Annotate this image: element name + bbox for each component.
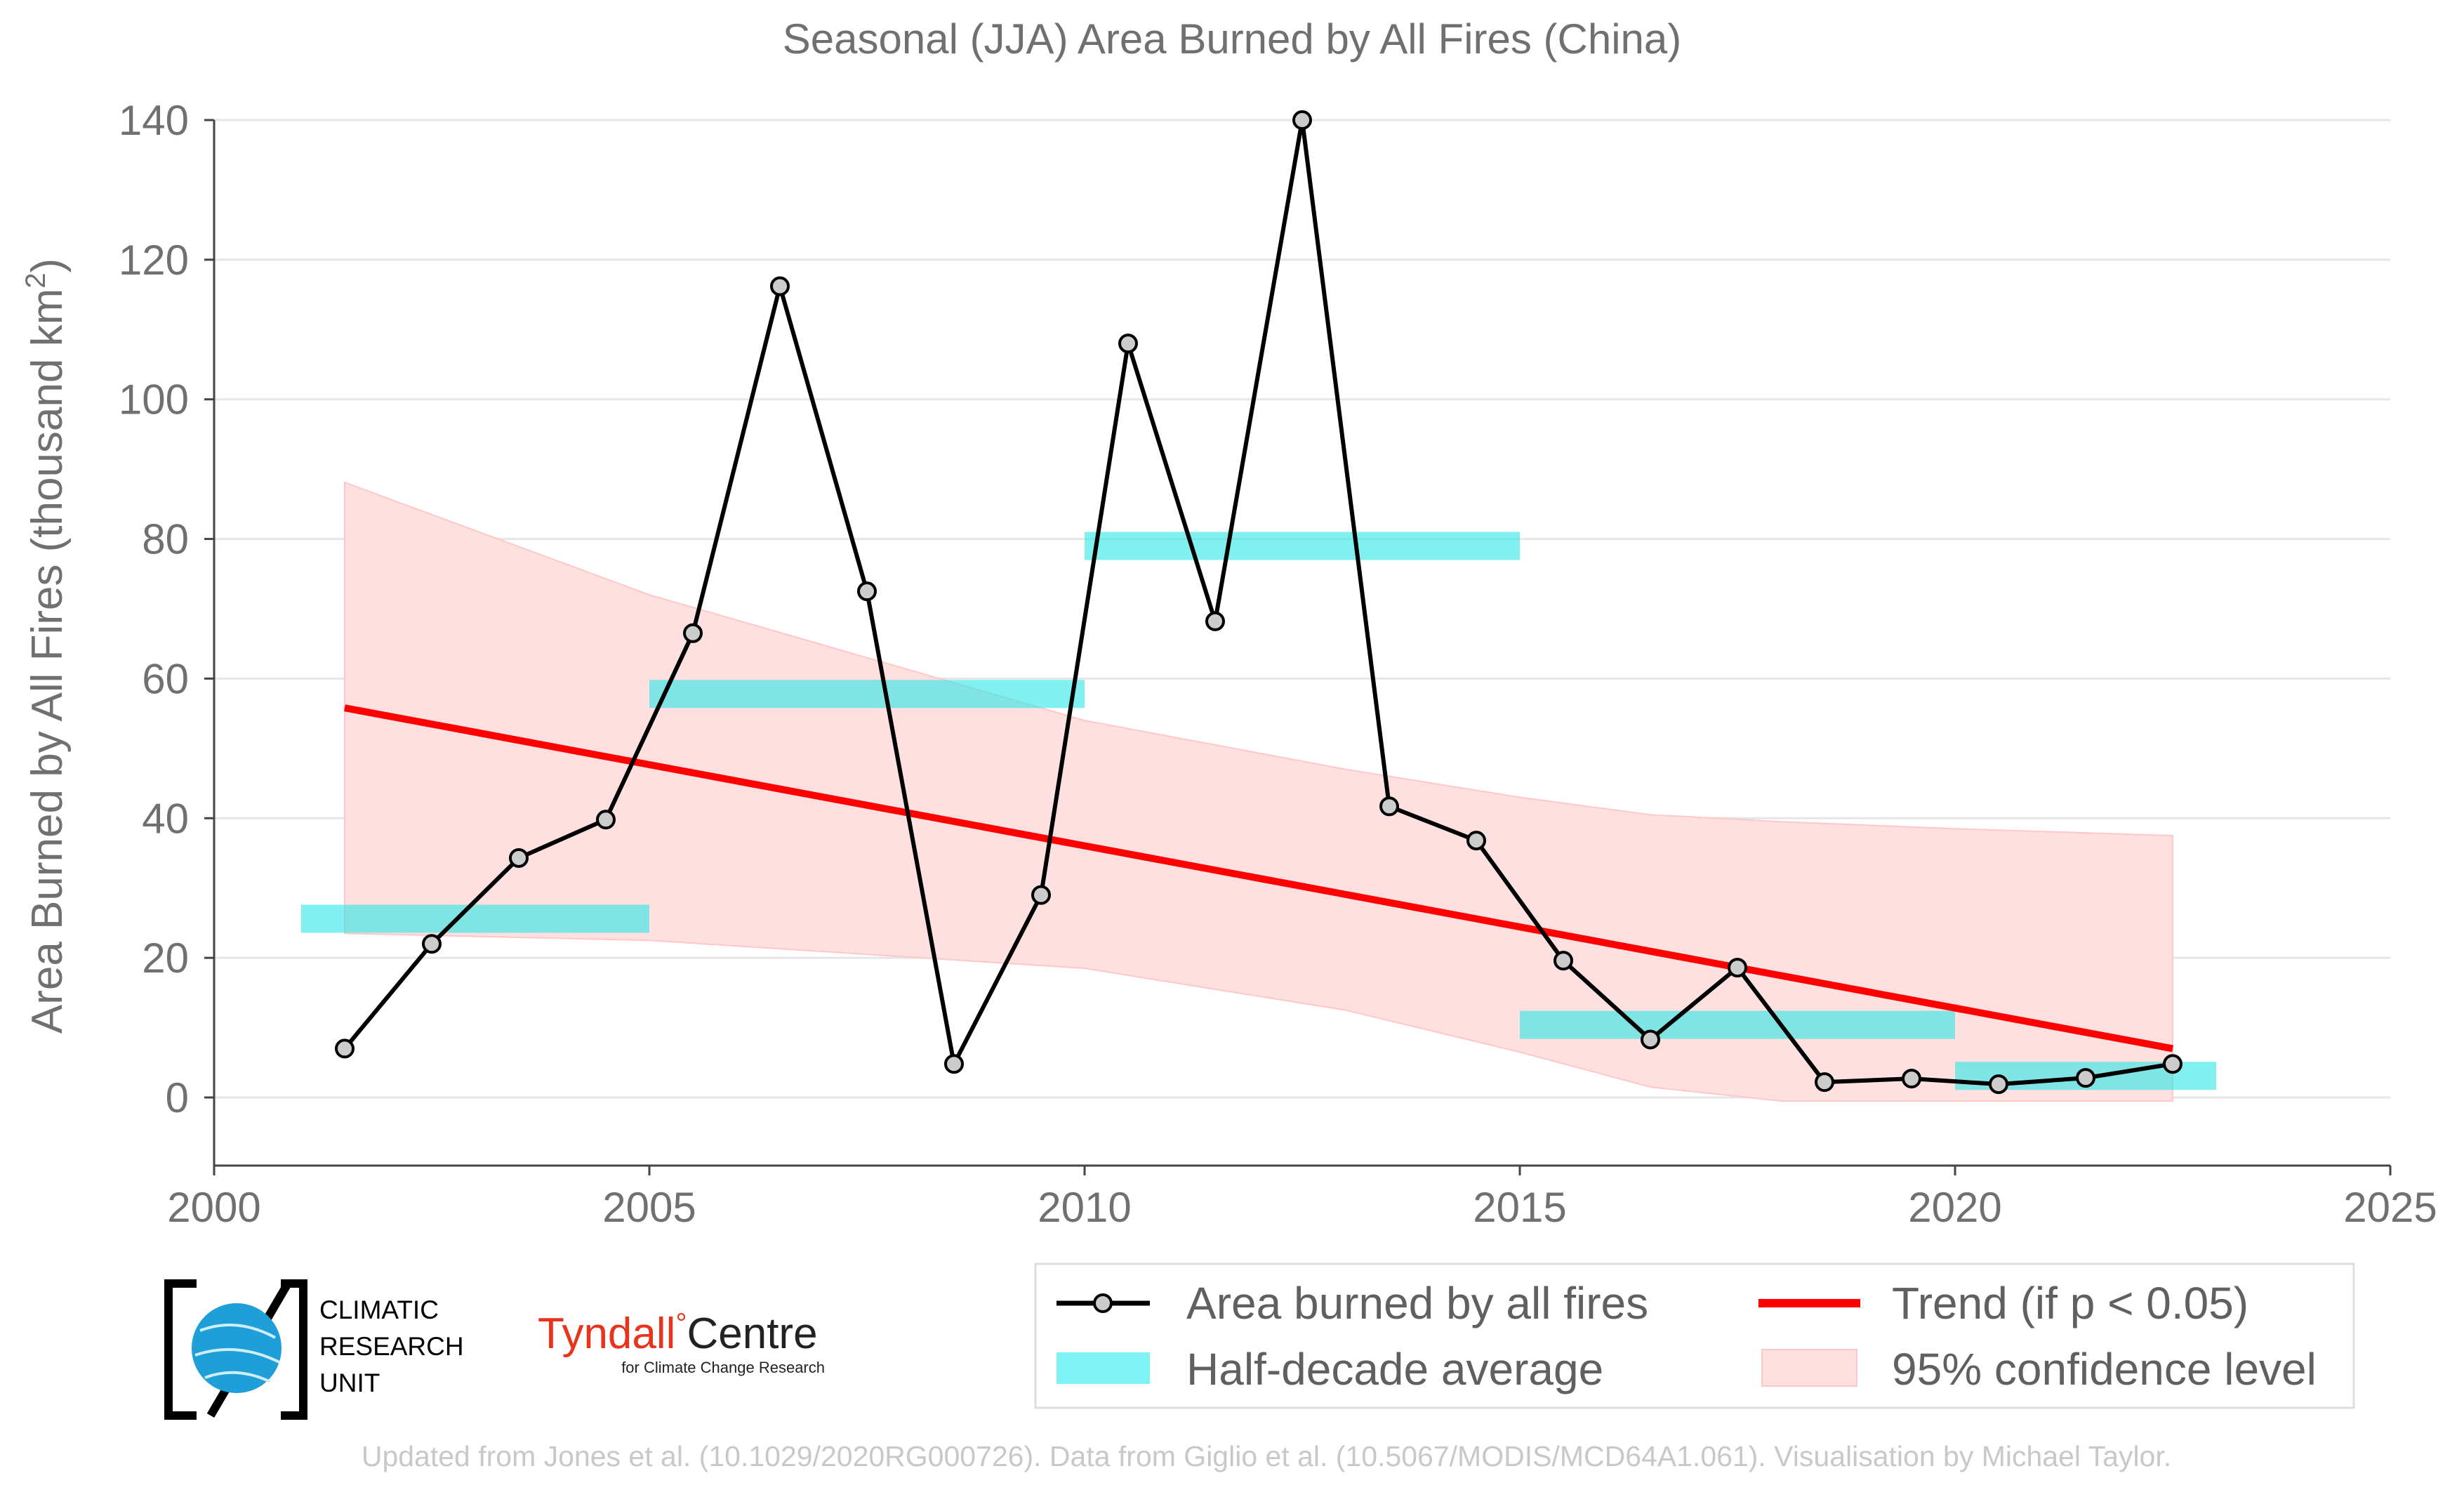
data-point-2020.5	[1989, 1074, 2008, 1095]
legend-label-confidence: 95% confidence level	[1892, 1344, 2317, 1394]
trend-line	[344, 704, 2173, 1053]
data-point-2021.5	[2076, 1068, 2095, 1088]
data-point-2015.5	[1554, 951, 1573, 971]
y-tick-label-120: 120	[119, 237, 189, 284]
legend-label-area: Area burned by all fires	[1186, 1278, 1648, 1328]
data-point-2011.5	[1205, 611, 1225, 631]
data-point-2008.5	[944, 1054, 964, 1074]
tyndall-subtitle: for Climate Change Research	[621, 1359, 825, 1376]
data-point-2005.5	[683, 623, 703, 643]
cru-logo: CLIMATIC RESEARCH UNIT	[164, 1279, 464, 1420]
cru-line-1: CLIMATIC	[319, 1295, 439, 1324]
series-line	[343, 118, 2173, 1087]
y-tick-label-40: 40	[142, 795, 189, 842]
x-tick-label-2025: 2025	[2343, 1184, 2437, 1231]
data-point-2013.5	[1379, 796, 1399, 817]
data-point-2002.5	[422, 934, 442, 954]
x-tick-label-2015: 2015	[1473, 1184, 1566, 1231]
legend-label-trend: Trend (if p < 0.05)	[1892, 1278, 2248, 1328]
half-decade-bar-0	[301, 904, 649, 933]
x-tick-label-2000: 2000	[167, 1184, 260, 1231]
y-tick-label-60: 60	[142, 655, 189, 702]
half-decade-bar-1	[649, 680, 1085, 708]
legend-label-half-decade: Half-decade average	[1186, 1344, 1603, 1394]
half-decade-bar-2	[1085, 532, 1520, 560]
legend-swatch-half-decade	[1057, 1352, 1150, 1384]
series-area-burned	[335, 110, 2183, 1095]
y-tick-label-80: 80	[142, 516, 189, 563]
y-tick-label-100: 100	[119, 376, 189, 423]
data-point-2014.5	[1466, 831, 1486, 851]
data-point-2018.5	[1815, 1072, 1834, 1093]
legend-swatch-confidence	[1761, 1349, 1857, 1387]
data-point-2004.5	[596, 810, 616, 830]
chart-title: Seasonal (JJA) Area Burned by All Fires …	[783, 15, 1682, 62]
footer-credits: Updated from Jones et al. (10.1029/2020R…	[362, 1440, 2171, 1472]
x-tick-label-2020: 2020	[1908, 1184, 2001, 1231]
data-point-2003.5	[509, 848, 529, 868]
y-tick-label-0: 0	[166, 1074, 189, 1121]
data-point-2016.5	[1641, 1029, 1660, 1050]
legend: Area burned by all fires Half-decade ave…	[1034, 1262, 2355, 1409]
y-axis-label: Area Burned by All Fires (thousand km2)	[20, 258, 72, 1034]
data-point-2012.5	[1292, 110, 1312, 130]
data-point-2006.5	[770, 276, 790, 296]
data-point-2010.5	[1118, 334, 1138, 354]
confidence-band-area	[344, 481, 2173, 1102]
y-tick-label-140: 140	[119, 97, 189, 144]
x-tick-label-2010: 2010	[1038, 1184, 1131, 1231]
cru-line-3: UNIT	[319, 1369, 380, 1397]
data-point-2022.5	[2163, 1054, 2183, 1074]
data-point-2007.5	[857, 581, 877, 602]
x-tick-label-2005: 2005	[602, 1184, 696, 1231]
tyndall-wordmark: Tyndall°Centre	[538, 1308, 818, 1358]
data-point-2001.5	[335, 1038, 355, 1059]
cru-line-2: RESEARCH	[319, 1332, 464, 1361]
confidence-band	[344, 481, 2173, 1102]
trend-line-group	[344, 704, 2173, 1053]
axes: 0 20 40 60 80 100 120 140 2000 2005 2010 2015 2020 20…	[119, 97, 2437, 1231]
y-tick-label-20: 20	[142, 935, 189, 982]
tyndall-logo: Tyndall°Centre for Climate Change Resear…	[538, 1308, 825, 1376]
data-point-2009.5	[1031, 885, 1051, 905]
legend-marker-area	[1093, 1293, 1113, 1313]
data-point-2019.5	[1902, 1069, 1921, 1089]
half-decade-bar-3	[1520, 1010, 1955, 1039]
data-point-2017.5	[1728, 958, 1747, 978]
legend-box	[1034, 1262, 2355, 1409]
